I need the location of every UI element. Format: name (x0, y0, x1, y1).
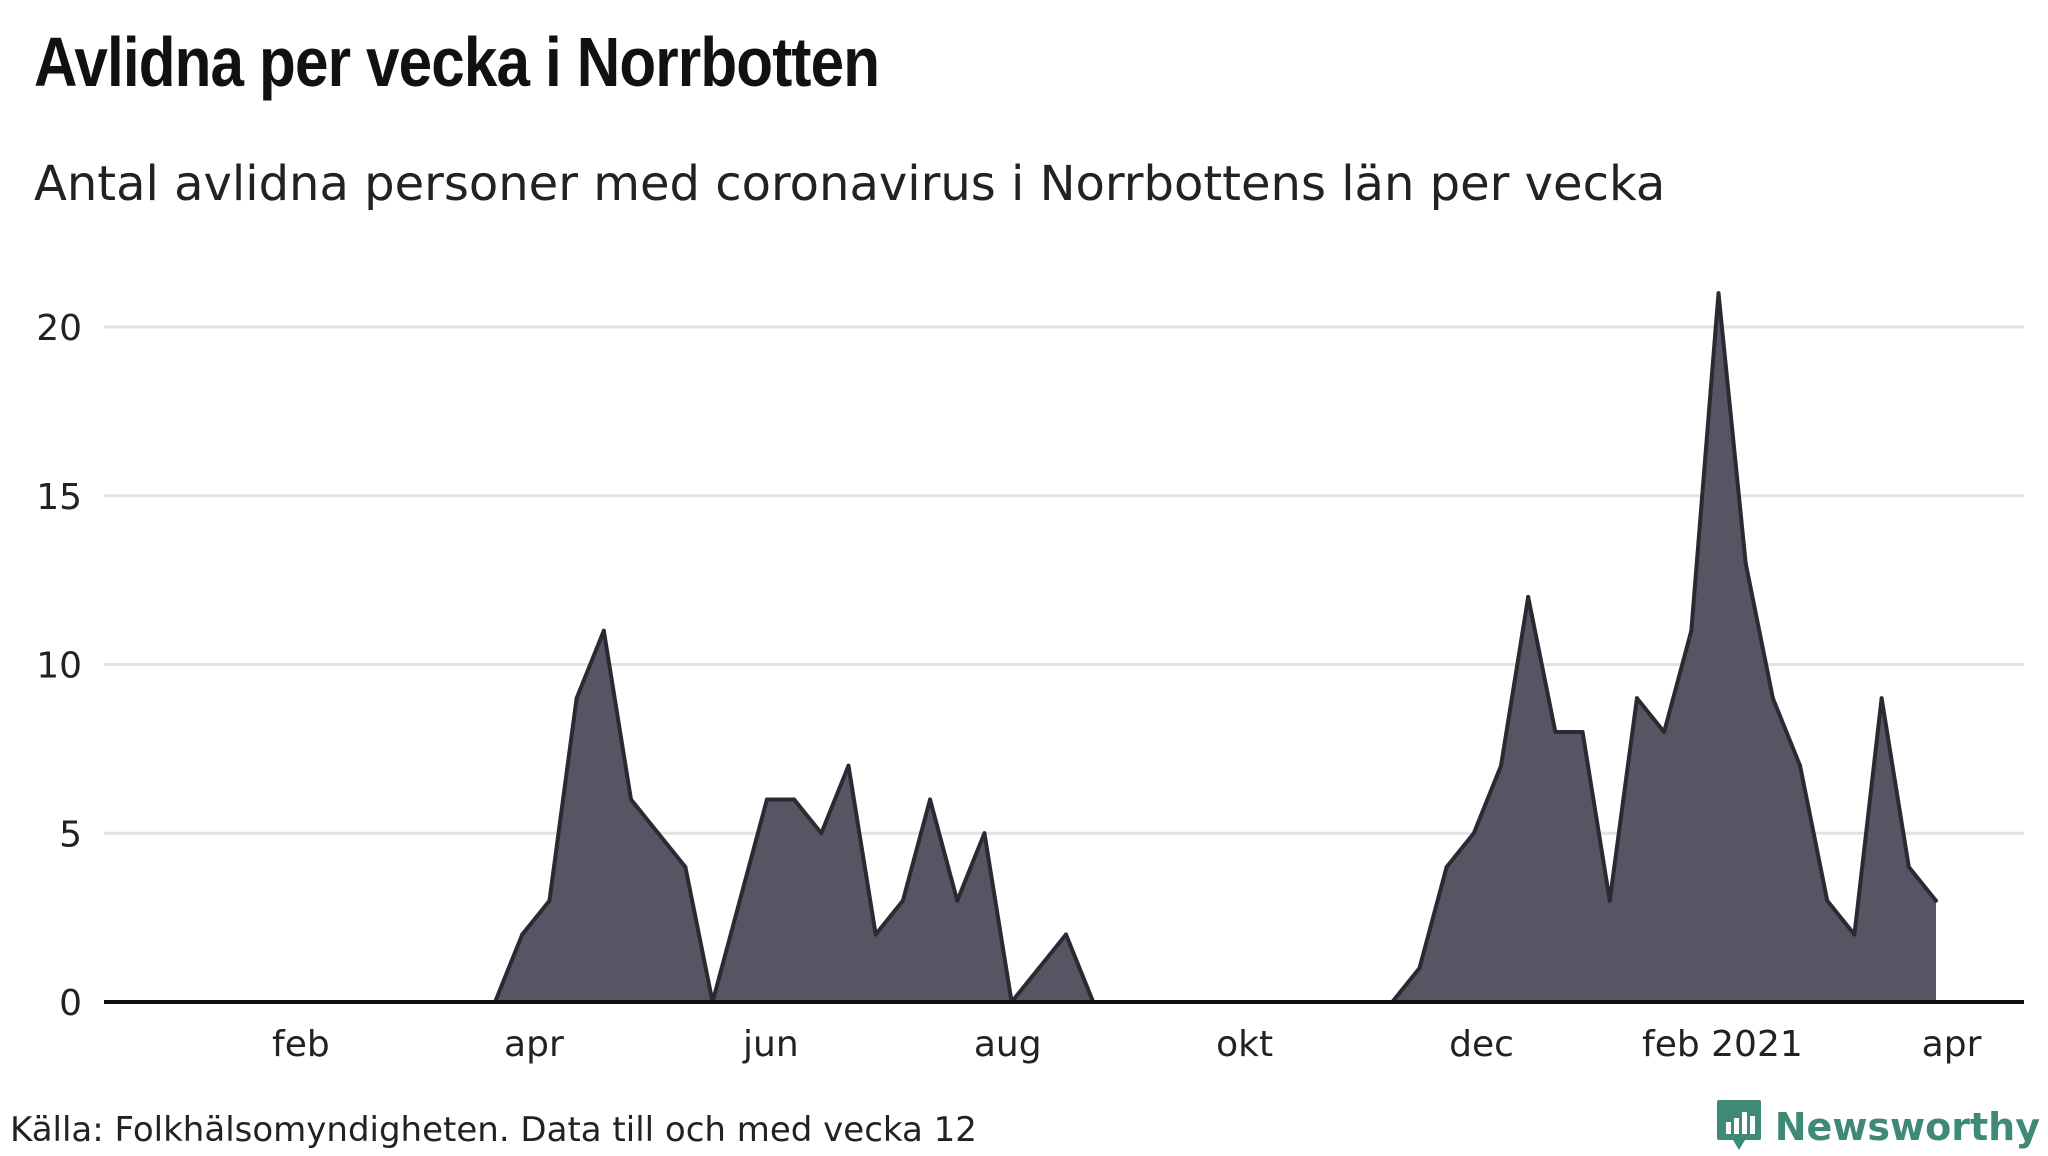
x-tick-label: feb (272, 1024, 330, 1065)
data-point (1879, 696, 1884, 701)
data-point (1662, 730, 1667, 734)
data-point (1499, 763, 1503, 768)
data-point (1444, 865, 1449, 869)
x-tick-label: apr (504, 1024, 564, 1065)
data-point (1064, 932, 1068, 937)
x-tick-label: feb 2021 (1642, 1024, 1803, 1065)
data-point (982, 831, 987, 836)
data-point (1526, 595, 1531, 599)
data-point (873, 932, 878, 937)
data-point (520, 932, 525, 937)
data-point (1798, 763, 1803, 768)
data-point (683, 865, 688, 869)
data-point (1471, 831, 1476, 836)
data-point (846, 763, 851, 768)
data-point (1770, 696, 1775, 701)
data-point (1852, 932, 1857, 937)
data-point (1689, 628, 1694, 633)
data-point (1743, 561, 1748, 566)
data-point (1553, 730, 1558, 734)
x-tick-label: dec (1449, 1024, 1514, 1065)
data-point (547, 898, 552, 903)
data-point (819, 831, 824, 836)
x-axis-ticks: feb apr jun aug okt dec feb 2021 apr (272, 1024, 1982, 1065)
source-note: Källa: Folkhälsomyndigheten. Data till o… (10, 1110, 977, 1150)
data-point (629, 797, 633, 802)
newsworthy-logo[interactable]: Newsworthy (1715, 1098, 2040, 1156)
data-point (656, 831, 661, 836)
y-tick-label: 20 (36, 308, 82, 349)
y-tick-label: 5 (59, 814, 82, 855)
x-tick-label: apr (1922, 1024, 1982, 1065)
data-point (1825, 898, 1830, 903)
data-point (900, 898, 905, 903)
data-series (194, 291, 1938, 1004)
data-point (1607, 898, 1612, 903)
x-tick-label: aug (974, 1024, 1042, 1065)
area-chart: 0 5 10 15 20 feb apr jun aug okt dec feb 2021 apr (36, 291, 2024, 1065)
data-point (1036, 966, 1041, 971)
data-point (928, 797, 933, 802)
data-point (955, 898, 960, 903)
data-point (1934, 898, 1938, 903)
data-point (792, 797, 797, 802)
data-point (737, 898, 742, 903)
logo-text: Newsworthy (1774, 1105, 2040, 1149)
x-tick-label: okt (1216, 1024, 1273, 1065)
y-axis-ticks: 0 5 10 15 20 (36, 308, 82, 1024)
data-point (1417, 966, 1422, 971)
data-point (1716, 291, 1721, 296)
data-point (764, 797, 769, 802)
data-point (1906, 865, 1911, 869)
chart-title: Avlidna per vecka i Norrbotten (34, 23, 880, 101)
y-tick-label: 0 (59, 983, 82, 1024)
series-area (196, 293, 1936, 1002)
data-point (601, 628, 606, 633)
data-point (1634, 696, 1639, 701)
bar-chart-logo-icon (1715, 1098, 1763, 1156)
data-point (574, 696, 579, 701)
data-point (1580, 730, 1585, 734)
y-tick-label: 10 (36, 646, 82, 687)
x-tick-label: jun (742, 1024, 799, 1065)
y-tick-label: 15 (36, 477, 82, 518)
chart-subtitle: Antal avlidna personer med coronavirus i… (34, 156, 1666, 212)
